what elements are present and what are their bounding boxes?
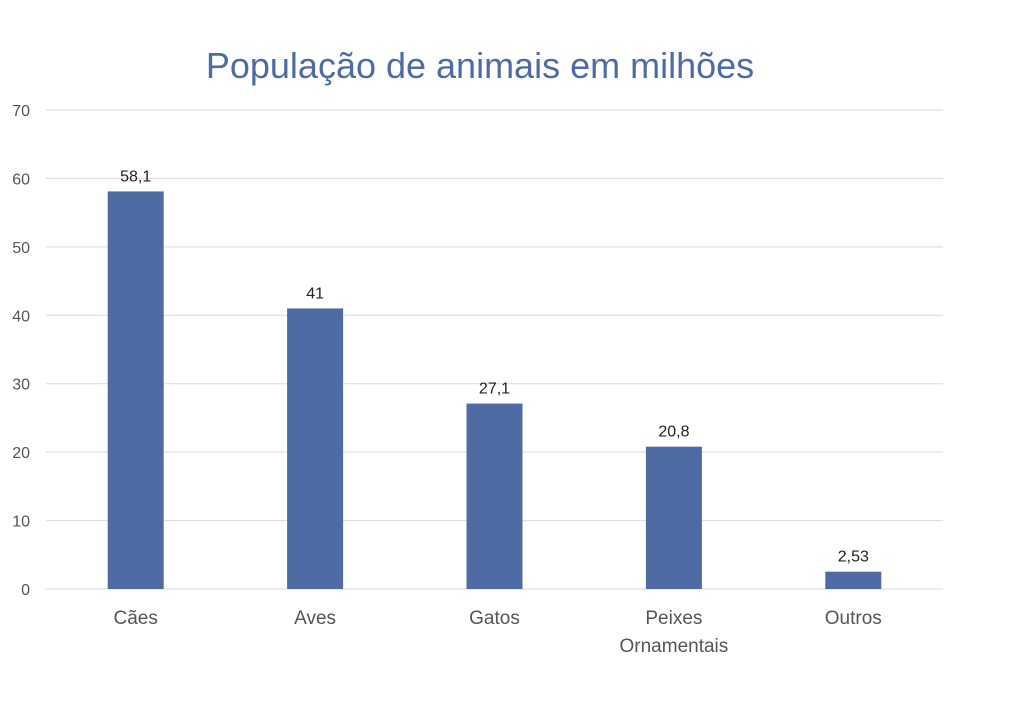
data-label: 41 [306, 285, 324, 302]
y-tick-label: 30 [12, 377, 30, 394]
y-tick-label: 20 [12, 445, 30, 462]
data-label: 2,53 [838, 549, 869, 566]
x-tick-label: Peixes Ornamentais [620, 608, 729, 657]
bar [825, 571, 882, 589]
bar [107, 191, 164, 589]
bar [287, 308, 344, 589]
bar [466, 403, 523, 589]
y-tick-label: 10 [12, 514, 30, 531]
data-labels: 58,1 41 27,1 20,8 2,53 [120, 168, 869, 565]
y-axis: 0 10 20 30 40 50 60 70 [12, 103, 30, 599]
data-label: 20,8 [658, 424, 689, 441]
data-label: 27,1 [479, 381, 510, 398]
y-tick-label: 0 [21, 582, 30, 599]
bar [645, 446, 702, 589]
x-tick-label: Outros [825, 608, 882, 629]
chart-title: População de animais em milhões [206, 45, 754, 86]
x-tick-label: Cães [114, 608, 158, 629]
y-tick-label: 50 [12, 240, 30, 257]
bars [107, 191, 882, 589]
y-tick-label: 40 [12, 308, 30, 325]
y-tick-label: 60 [12, 171, 30, 188]
data-label: 58,1 [120, 168, 151, 185]
y-tick-label: 70 [12, 103, 30, 120]
x-axis: Cães Aves Gatos Peixes Ornamentais Outros [114, 608, 882, 657]
x-tick-label: Gatos [469, 608, 520, 629]
x-tick-label: Aves [294, 608, 336, 629]
